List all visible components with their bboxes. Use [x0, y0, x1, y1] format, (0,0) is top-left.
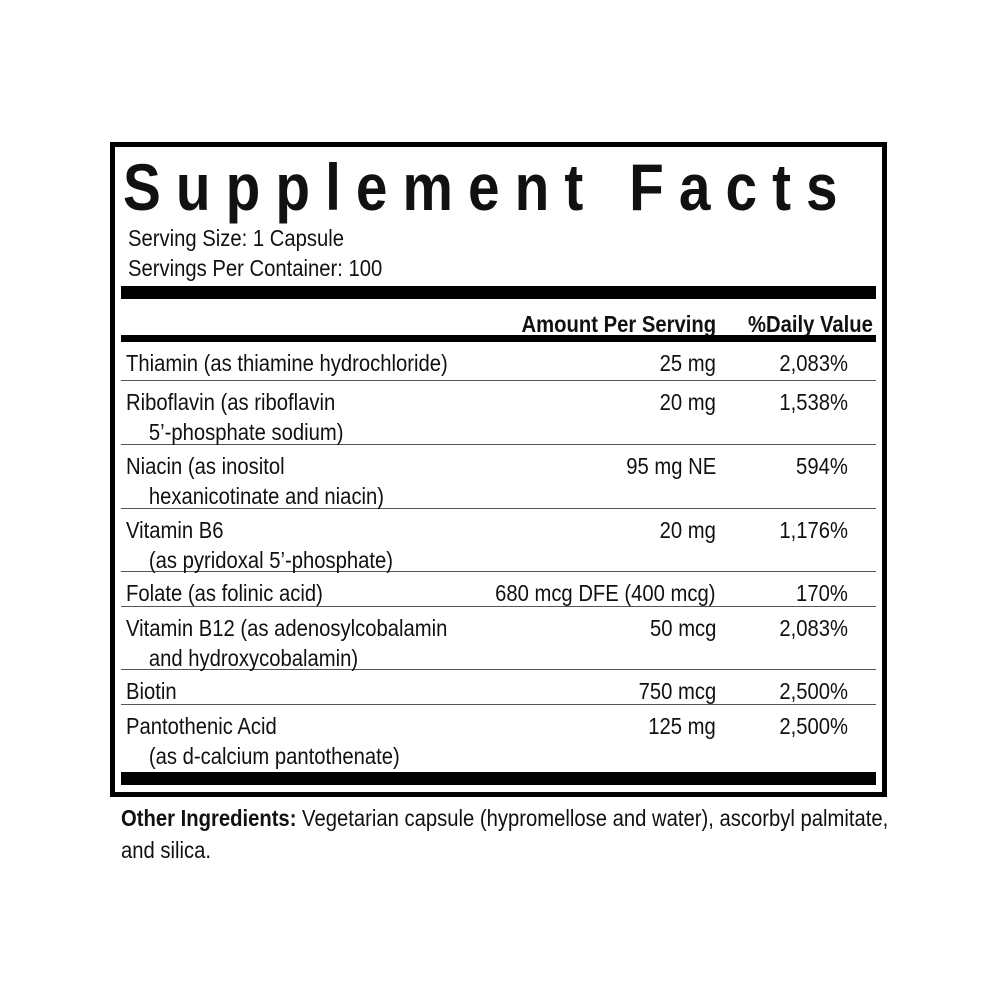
nutrient-name-line1: Pantothenic Acid [126, 713, 277, 739]
nutrient-row: Biotin 750 mcg 2,500% [121, 670, 876, 705]
nutrient-amount: 25 mg [659, 350, 716, 376]
nutrient-name-line1: Vitamin B12 (as adenosylcobalamin [126, 615, 448, 641]
nutrient-daily-value: 1,538% [779, 389, 848, 415]
nutrient-amount: 750 mcg [638, 678, 716, 704]
servings-per-container: Servings Per Container: 100 [128, 255, 383, 281]
nutrient-name: Vitamin B6 (as pyridoxal 5’-phosphate) [126, 515, 393, 575]
nutrient-name-line1: Niacin (as inositol [126, 453, 285, 479]
nutrient-name-line2: hexanicotinate and niacin) [148, 483, 385, 509]
daily-value-header: %Daily Value [748, 311, 873, 337]
amount-header: Amount Per Serving [521, 311, 716, 337]
nutrient-row: Niacin (as inositol hexanicotinate and ni… [121, 445, 876, 509]
nutrient-daily-value: 594% [796, 453, 848, 479]
other-ingredients-label: Other Ingredients: [121, 805, 297, 831]
nutrient-amount: 125 mg [648, 713, 716, 739]
nutrient-amount: 95 mg NE [626, 453, 716, 479]
bottom-divider [121, 772, 876, 785]
nutrient-daily-value: 1,176% [779, 517, 848, 543]
nutrient-daily-value: 2,083% [779, 350, 848, 376]
nutrient-row: Thiamin (as thiamine hydrochloride) 25 m… [121, 342, 876, 381]
nutrient-daily-value: 2,500% [779, 713, 848, 739]
nutrient-name-line2: (as pyridoxal 5’-phosphate) [148, 547, 394, 573]
serving-size: Serving Size: 1 Capsule [128, 225, 345, 251]
column-headers: Amount Per Serving %Daily Value [121, 303, 876, 339]
nutrient-name: Riboflavin (as riboflavin 5’-phosphate so… [126, 387, 344, 447]
nutrient-name-line1: Vitamin B6 [126, 517, 224, 543]
medium-divider [121, 335, 876, 342]
nutrient-name-line1: Thiamin (as thiamine hydrochloride) [126, 350, 448, 376]
nutrient-name: Thiamin (as thiamine hydrochloride) [126, 348, 448, 378]
nutrient-daily-value: 2,083% [779, 615, 848, 641]
nutrient-row: Folate (as folinic acid) 680 mcg DFE (40… [121, 572, 876, 607]
nutrient-name: Biotin [126, 676, 177, 706]
other-ingredients-text: Vegetarian capsule (hypromellose and wat… [121, 805, 889, 863]
nutrient-name-line1: Folate (as folinic acid) [126, 580, 323, 606]
other-ingredients: Other Ingredients: Vegetarian capsule (h… [121, 802, 913, 866]
nutrient-row: Vitamin B12 (as adenosylcobalamin and hyd… [121, 607, 876, 673]
nutrient-amount: 20 mg [659, 517, 716, 543]
nutrient-daily-value: 2,500% [779, 678, 848, 704]
nutrient-name-line2: 5’-phosphate sodium) [148, 419, 344, 445]
nutrient-name: Niacin (as inositol hexanicotinate and ni… [126, 451, 384, 511]
nutrient-row: Vitamin B6 (as pyridoxal 5’-phosphate) 20… [121, 509, 876, 575]
nutrient-amount: 680 mcg DFE (400 mcg) [495, 580, 716, 606]
panel-title: Supplement Facts [123, 150, 853, 224]
nutrient-row: Pantothenic Acid (as d-calcium pantothena… [121, 705, 876, 772]
nutrient-amount: 50 mcg [649, 615, 716, 641]
nutrient-name-line1: Riboflavin (as riboflavin [126, 389, 336, 415]
nutrient-name-line2: and hydroxycobalamin) [148, 645, 359, 671]
supplement-facts-panel: Supplement Facts Serving Size: 1 Capsule… [110, 142, 887, 797]
nutrient-daily-value: 170% [796, 580, 848, 606]
nutrient-name: Vitamin B12 (as adenosylcobalamin and hyd… [126, 613, 447, 673]
thick-divider [121, 286, 876, 299]
nutrient-amount: 20 mg [659, 389, 716, 415]
nutrient-name: Folate (as folinic acid) [126, 578, 323, 608]
nutrient-row: Riboflavin (as riboflavin 5’-phosphate so… [121, 381, 876, 445]
nutrient-name-line1: Biotin [126, 678, 177, 704]
nutrient-name-line2: (as d-calcium pantothenate) [148, 743, 400, 769]
nutrient-name: Pantothenic Acid (as d-calcium pantothena… [126, 711, 400, 771]
